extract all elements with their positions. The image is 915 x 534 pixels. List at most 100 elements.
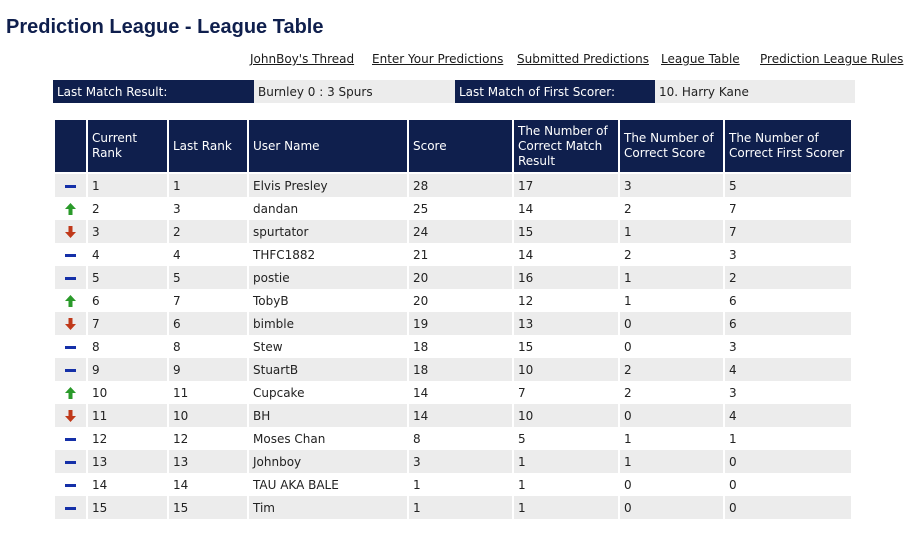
correct-score-cell: 0 — [620, 404, 723, 427]
correct-first-scorer-cell: 0 — [725, 496, 851, 519]
last-rank-cell: 6 — [169, 312, 247, 335]
no-change-dash-icon — [65, 460, 76, 464]
table-row: 5 5 postie 20 16 1 2 — [55, 266, 851, 289]
rank-trend-cell — [55, 381, 86, 404]
correct-score-cell: 1 — [620, 427, 723, 450]
correct-result-cell: 10 — [514, 404, 618, 427]
rank-trend-cell — [55, 266, 86, 289]
user-name-cell: postie — [249, 266, 407, 289]
score-cell: 24 — [409, 220, 512, 243]
correct-first-scorer-cell: 1 — [725, 427, 851, 450]
current-rank-cell: 5 — [88, 266, 167, 289]
correct-result-cell: 12 — [514, 289, 618, 312]
nav-link-submitted-predictions[interactable]: Submitted Predictions — [517, 52, 649, 66]
user-name-cell: BH — [249, 404, 407, 427]
correct-first-scorer-cell: 4 — [725, 358, 851, 381]
user-name-cell: Stew — [249, 335, 407, 358]
rank-trend-cell — [55, 358, 86, 381]
nav-link-johnboys-thread[interactable]: JohnBoy's Thread — [250, 52, 355, 66]
nav-link-league-table[interactable]: League Table — [661, 52, 740, 66]
table-row: 14 14 TAU AKA BALE 1 1 0 0 — [55, 473, 851, 496]
last-first-scorer-value: 10. Harry Kane — [655, 80, 855, 103]
up-arrow-icon — [65, 387, 76, 399]
last-rank-cell: 1 — [169, 174, 247, 197]
header-correct-score: The Number of Correct Score — [620, 120, 723, 174]
no-change-dash-icon — [65, 437, 76, 441]
correct-first-scorer-cell: 4 — [725, 404, 851, 427]
nav-link-enter-predictions[interactable]: Enter Your Predictions — [372, 52, 504, 66]
correct-result-cell: 7 — [514, 381, 618, 404]
correct-score-cell: 0 — [620, 473, 723, 496]
rank-trend-cell — [55, 335, 86, 358]
last-match-result-label: Last Match Result: — [53, 80, 254, 103]
header-trend — [55, 120, 86, 174]
correct-result-cell: 14 — [514, 243, 618, 266]
current-rank-cell: 10 — [88, 381, 167, 404]
score-cell: 20 — [409, 289, 512, 312]
no-change-dash-icon — [65, 506, 76, 510]
last-rank-cell: 13 — [169, 450, 247, 473]
correct-result-cell: 5 — [514, 427, 618, 450]
correct-first-scorer-cell: 7 — [725, 197, 851, 220]
correct-score-cell: 0 — [620, 335, 723, 358]
correct-result-cell: 1 — [514, 450, 618, 473]
correct-score-cell: 1 — [620, 220, 723, 243]
user-name-cell: Elvis Presley — [249, 174, 407, 197]
current-rank-cell: 11 — [88, 404, 167, 427]
score-cell: 8 — [409, 427, 512, 450]
correct-result-cell: 17 — [514, 174, 618, 197]
user-name-cell: TAU AKA BALE — [249, 473, 407, 496]
last-rank-cell: 9 — [169, 358, 247, 381]
no-change-dash-icon — [65, 253, 76, 257]
table-row: 8 8 Stew 18 15 0 3 — [55, 335, 851, 358]
header-last-rank: Last Rank — [169, 120, 247, 174]
correct-score-cell: 0 — [620, 496, 723, 519]
current-rank-cell: 9 — [88, 358, 167, 381]
current-rank-cell: 14 — [88, 473, 167, 496]
correct-result-cell: 15 — [514, 220, 618, 243]
table-row: 13 13 Johnboy 3 1 1 0 — [55, 450, 851, 473]
current-rank-cell: 3 — [88, 220, 167, 243]
correct-first-scorer-cell: 3 — [725, 243, 851, 266]
user-name-cell: THFC1882 — [249, 243, 407, 266]
current-rank-cell: 12 — [88, 427, 167, 450]
no-change-dash-icon — [65, 483, 76, 487]
score-cell: 28 — [409, 174, 512, 197]
score-cell: 18 — [409, 335, 512, 358]
table-row: 1 1 Elvis Presley 28 17 3 5 — [55, 174, 851, 197]
current-rank-cell: 4 — [88, 243, 167, 266]
last-rank-cell: 8 — [169, 335, 247, 358]
correct-first-scorer-cell: 6 — [725, 312, 851, 335]
no-change-dash-icon — [65, 184, 76, 188]
correct-result-cell: 1 — [514, 496, 618, 519]
header-score: Score — [409, 120, 512, 174]
rank-trend-cell — [55, 220, 86, 243]
last-rank-cell: 15 — [169, 496, 247, 519]
last-match-result-value: Burnley 0 : 3 Spurs — [254, 80, 455, 103]
score-cell: 14 — [409, 404, 512, 427]
correct-result-cell: 13 — [514, 312, 618, 335]
correct-score-cell: 1 — [620, 266, 723, 289]
current-rank-cell: 6 — [88, 289, 167, 312]
correct-score-cell: 2 — [620, 197, 723, 220]
last-rank-cell: 11 — [169, 381, 247, 404]
correct-first-scorer-cell: 0 — [725, 473, 851, 496]
score-cell: 14 — [409, 381, 512, 404]
nav-link-rules[interactable]: Prediction League Rules — [760, 52, 904, 66]
rank-trend-cell — [55, 496, 86, 519]
current-rank-cell: 15 — [88, 496, 167, 519]
current-rank-cell: 1 — [88, 174, 167, 197]
correct-first-scorer-cell: 2 — [725, 266, 851, 289]
score-cell: 3 — [409, 450, 512, 473]
correct-first-scorer-cell: 3 — [725, 381, 851, 404]
header-user-name: User Name — [249, 120, 407, 174]
table-row: 3 2 spurtator 24 15 1 7 — [55, 220, 851, 243]
top-navigation: JohnBoy's Thread Enter Your Predictions Su… — [250, 52, 903, 68]
table-row: 15 15 Tim 1 1 0 0 — [55, 496, 851, 519]
table-row: 10 11 Cupcake 14 7 2 3 — [55, 381, 851, 404]
last-rank-cell: 3 — [169, 197, 247, 220]
correct-score-cell: 1 — [620, 289, 723, 312]
table-row: 6 7 TobyB 20 12 1 6 — [55, 289, 851, 312]
score-cell: 25 — [409, 197, 512, 220]
last-rank-cell: 4 — [169, 243, 247, 266]
